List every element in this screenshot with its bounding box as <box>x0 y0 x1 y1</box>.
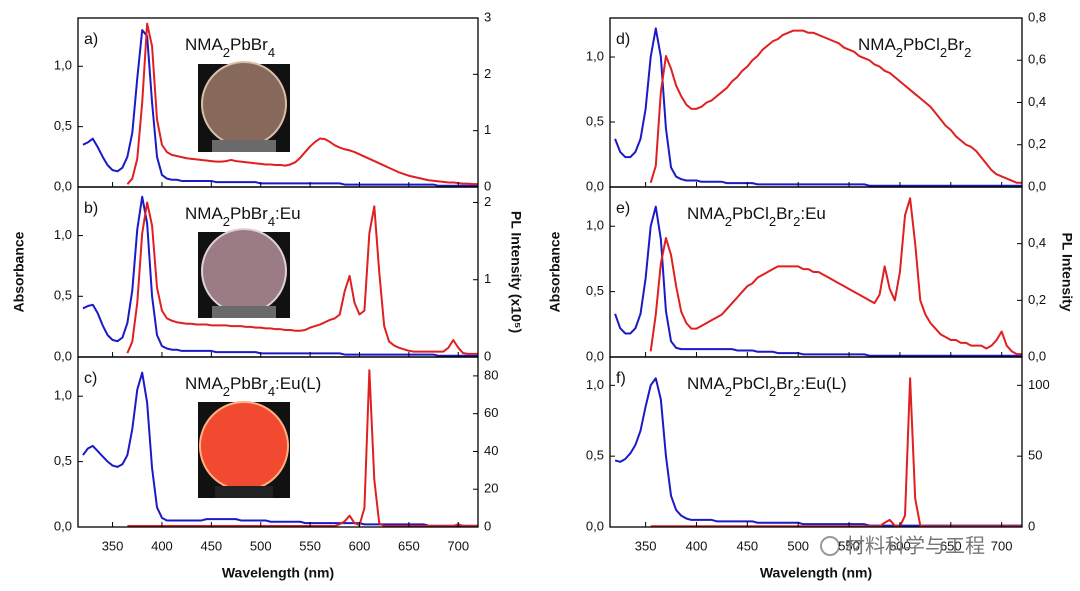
panel-label: b) <box>84 200 98 217</box>
panel-label: d) <box>616 31 630 48</box>
y2-tick-label: 50 <box>1028 448 1042 463</box>
inset-a-holder <box>212 140 276 152</box>
y-tick-label: 0,5 <box>54 453 72 468</box>
x-tick-label: 350 <box>635 538 657 553</box>
x-tick-label: 650 <box>398 538 420 553</box>
inset-photos <box>198 61 290 498</box>
y-tick-label: 0,0 <box>54 518 72 533</box>
series-line <box>650 377 1022 527</box>
y2-tick-label: 0 <box>484 178 491 193</box>
series-line <box>82 371 478 527</box>
x-tick-label: 500 <box>787 538 809 553</box>
series-line <box>614 205 1022 357</box>
inset-b-holder <box>212 306 276 318</box>
y2-tick-label: 0,4 <box>1028 94 1046 109</box>
x-tick-label: 450 <box>736 538 758 553</box>
y-tick-label: 1,0 <box>54 227 72 242</box>
panel-title: NMA2PbCl2Br2:Eu(L) <box>687 374 847 398</box>
y2-axis-label: PL Intensity <box>1059 232 1075 311</box>
plot-frame <box>77 356 479 528</box>
series-line <box>126 22 478 186</box>
x-tick-label: 600 <box>889 538 911 553</box>
series-line <box>126 201 478 355</box>
y-tick-label: 0,5 <box>54 288 72 303</box>
series-line <box>614 27 1022 187</box>
y-tick-label: 0,5 <box>586 113 604 128</box>
x-tick-label: 400 <box>686 538 708 553</box>
y-tick-label: 0,5 <box>586 283 604 298</box>
y-tick-label: 1,0 <box>586 218 604 233</box>
x-tick-label: 350 <box>102 538 124 553</box>
panel-title: NMA2PbBr4:Eu(L) <box>185 374 321 398</box>
y-tick-label: 0,0 <box>586 348 604 363</box>
y-tick-label: 0,0 <box>54 348 72 363</box>
y2-tick-label: 0,2 <box>1028 136 1046 151</box>
x-axis-label: Wavelength (nm) <box>760 565 872 581</box>
inset-c-holder <box>215 486 273 498</box>
y-axis-label: Absorbance <box>11 231 27 312</box>
x-tick-label: 700 <box>447 538 469 553</box>
x-tick-label: 450 <box>200 538 222 553</box>
y2-tick-label: 0 <box>1028 518 1035 533</box>
watermark-icon <box>820 536 840 556</box>
x-tick-label: 600 <box>349 538 371 553</box>
panel-title: NMA2PbCl2Br2 <box>858 35 971 59</box>
inset-b-disc <box>201 228 287 314</box>
y2-tick-label: 0,6 <box>1028 52 1046 67</box>
panel-label: c) <box>84 370 97 387</box>
y-tick-label: 1,0 <box>586 377 604 392</box>
series-line <box>649 197 1022 356</box>
x-tick-label: 500 <box>250 538 272 553</box>
panel-label: a) <box>84 31 98 48</box>
y2-tick-label: 40 <box>484 443 498 458</box>
x-axis-label: Wavelength (nm) <box>222 565 334 581</box>
y2-tick-label: 0 <box>484 348 491 363</box>
y2-tick-label: 2 <box>484 194 491 209</box>
y2-tick-label: 0,0 <box>1028 178 1046 193</box>
y2-tick-label: 0,2 <box>1028 292 1046 307</box>
y2-axis-label: PL Intensity (x10⁵) <box>508 211 524 333</box>
inset-a-disc <box>201 61 287 147</box>
series-line <box>127 369 478 527</box>
y-tick-label: 0,0 <box>54 178 72 193</box>
y2-tick-label: 1 <box>484 271 491 286</box>
x-tick-label: 700 <box>991 538 1013 553</box>
series-line <box>649 29 1022 184</box>
y2-tick-label: 0 <box>484 518 491 533</box>
x-tick-label: 650 <box>940 538 962 553</box>
series-line <box>82 29 478 187</box>
y2-tick-label: 20 <box>484 481 498 496</box>
y2-tick-label: 0,0 <box>1028 348 1046 363</box>
y-axis-label: Absorbance <box>547 231 563 312</box>
x-tick-label: 550 <box>299 538 321 553</box>
panel-label: f) <box>616 370 626 387</box>
panel-title: NMA2PbBr4:Eu <box>185 204 301 228</box>
y2-tick-label: 0,4 <box>1028 235 1046 250</box>
inset-c-disc <box>199 401 289 491</box>
y-tick-label: 0,0 <box>586 178 604 193</box>
y-tick-label: 1,0 <box>54 58 72 73</box>
y-tick-label: 1,0 <box>586 48 604 63</box>
y2-tick-label: 2 <box>484 66 491 81</box>
y2-tick-label: 60 <box>484 405 498 420</box>
y-tick-label: 1,0 <box>54 388 72 403</box>
y2-tick-label: 100 <box>1028 377 1050 392</box>
y2-tick-label: 1 <box>484 122 491 137</box>
series-line <box>614 377 1022 527</box>
y2-tick-label: 3 <box>484 9 491 24</box>
series-line <box>82 195 478 357</box>
x-tick-label: 550 <box>838 538 860 553</box>
y-tick-label: 0,0 <box>586 518 604 533</box>
panel-title: NMA2PbCl2Br2:Eu <box>687 204 826 228</box>
panel-title: NMA2PbBr4 <box>185 35 275 59</box>
y2-tick-label: 80 <box>484 367 498 382</box>
y-tick-label: 0,5 <box>54 118 72 133</box>
y2-tick-label: 0,8 <box>1028 9 1046 24</box>
panel-label: e) <box>616 200 630 217</box>
x-tick-label: 400 <box>151 538 173 553</box>
y-tick-label: 0,5 <box>586 448 604 463</box>
plot-frame <box>609 356 1023 528</box>
watermark: 材料科学与工程 <box>845 534 985 557</box>
